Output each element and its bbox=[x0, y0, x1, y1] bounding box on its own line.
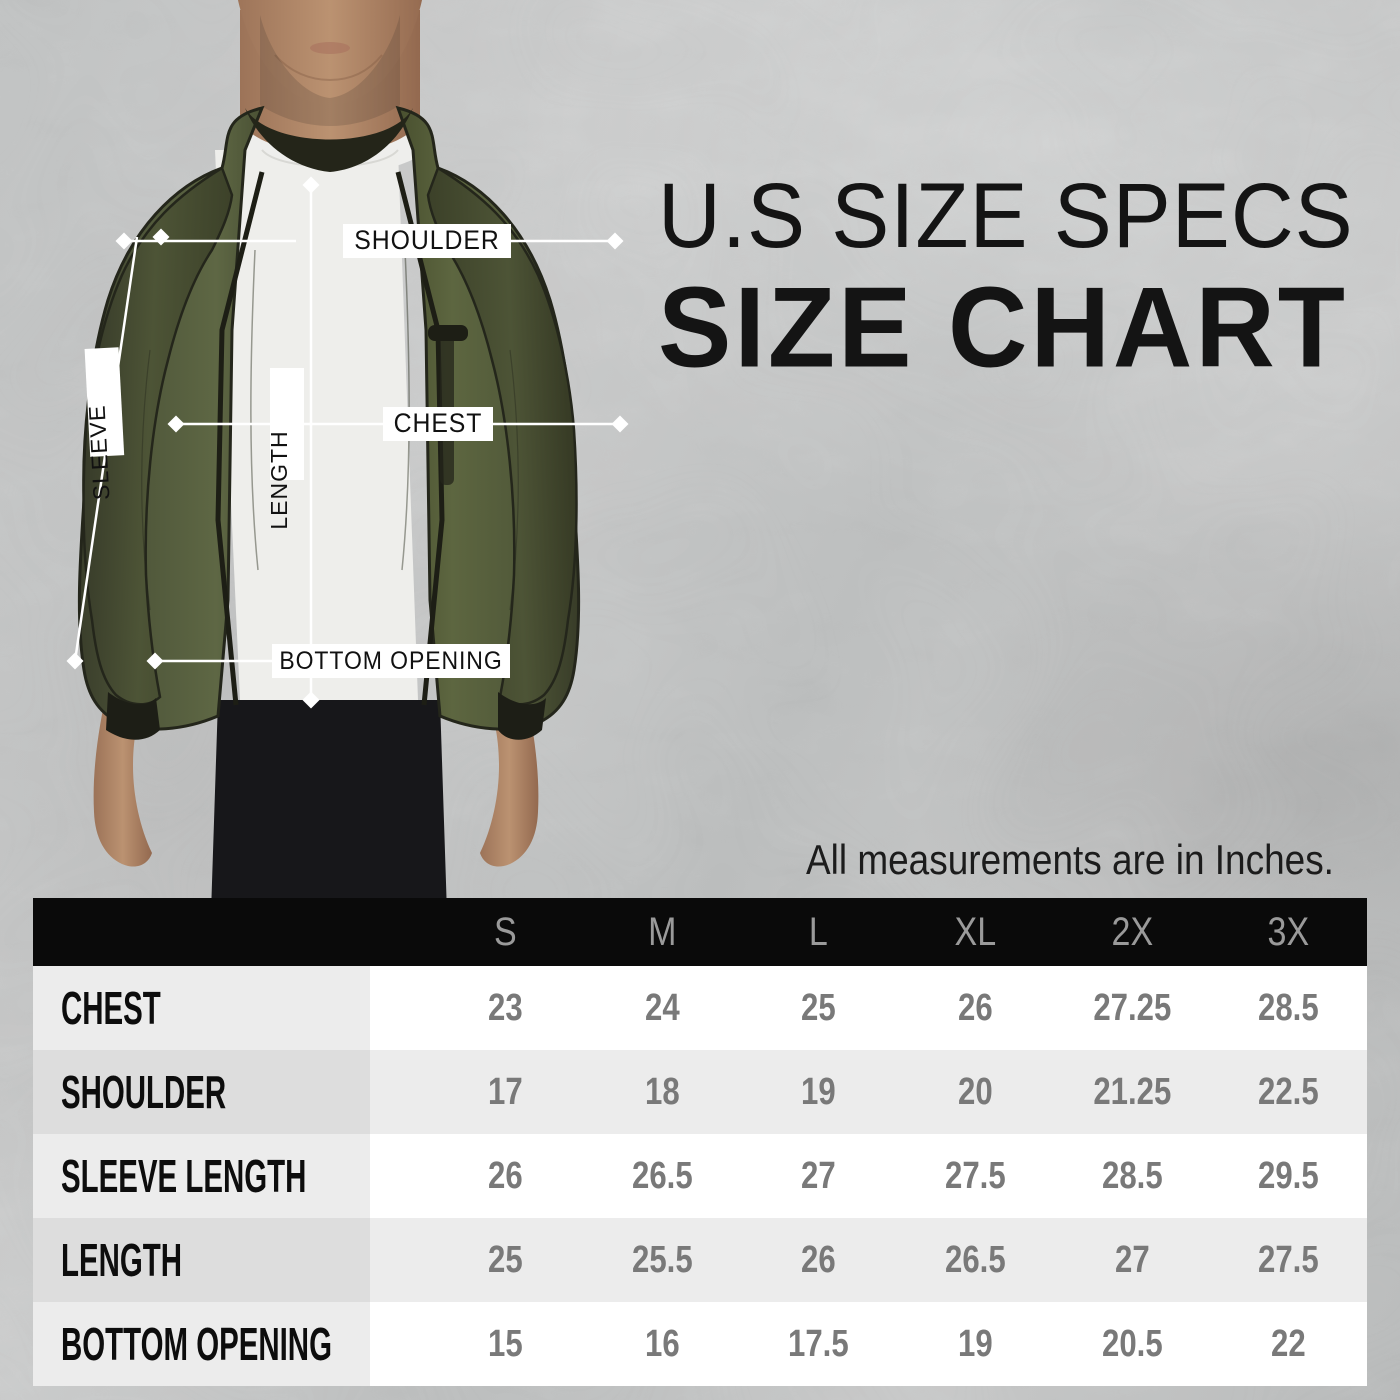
svg-text:SHOULDER: SHOULDER bbox=[354, 226, 499, 255]
svg-text:BOTTOM OPENING: BOTTOM OPENING bbox=[279, 647, 502, 675]
svg-text:SLEEVE: SLEEVE bbox=[84, 404, 115, 501]
svg-text:LENGTH: LENGTH bbox=[266, 430, 292, 529]
svg-text:CHEST: CHEST bbox=[394, 409, 483, 438]
